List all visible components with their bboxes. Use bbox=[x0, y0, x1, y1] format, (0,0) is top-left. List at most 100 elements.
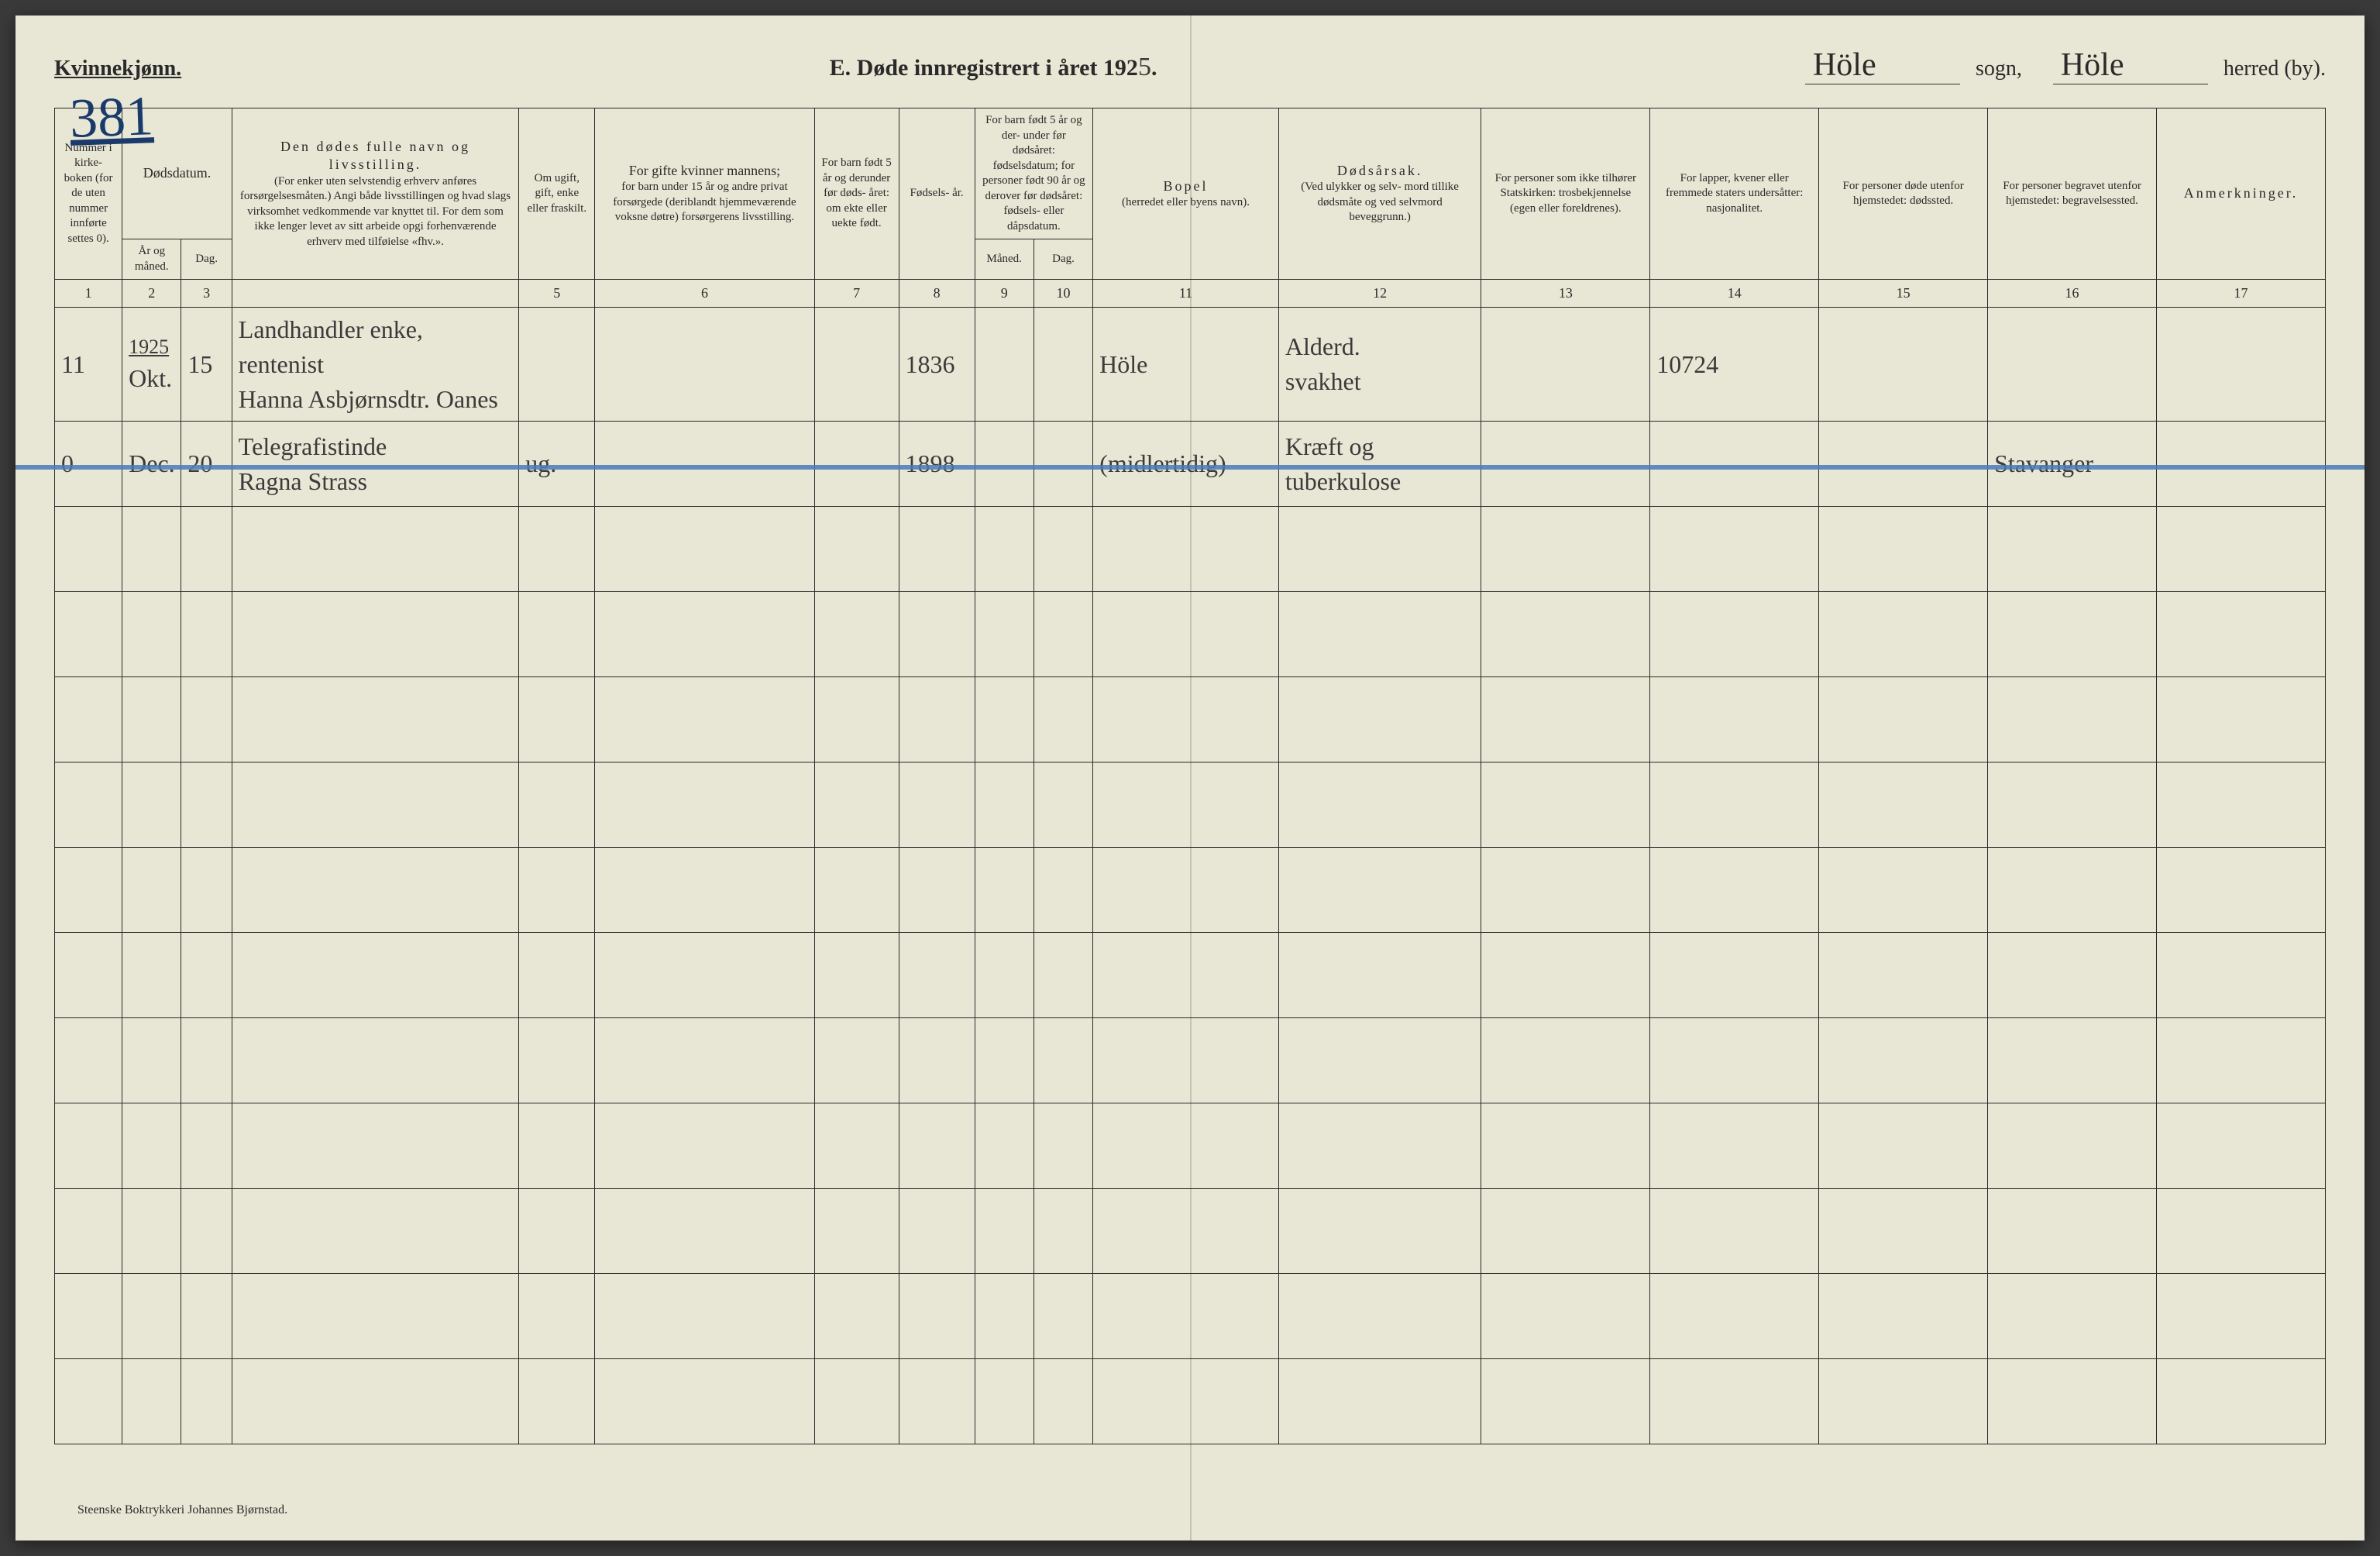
column-number: 15 bbox=[1819, 280, 1988, 308]
empty-cell bbox=[1650, 1274, 1819, 1359]
col-11-header: Bopel (herredet eller byens navn). bbox=[1093, 108, 1279, 280]
empty-cell bbox=[814, 1018, 899, 1103]
cell: 11 bbox=[55, 308, 122, 422]
empty-cell bbox=[55, 1103, 122, 1189]
empty-cell bbox=[1819, 1274, 1988, 1359]
empty-cell bbox=[232, 1189, 518, 1274]
empty-cell bbox=[1650, 507, 1819, 592]
empty-cell bbox=[1819, 1103, 1988, 1189]
empty-cell bbox=[814, 848, 899, 933]
empty-cell bbox=[595, 933, 814, 1018]
empty-cell bbox=[595, 1103, 814, 1189]
empty-cell bbox=[899, 763, 975, 848]
empty-cell bbox=[122, 592, 181, 677]
empty-cell bbox=[1988, 507, 2157, 592]
empty-cell bbox=[55, 763, 122, 848]
empty-cell bbox=[519, 848, 595, 933]
empty-cell bbox=[595, 507, 814, 592]
printer-footer: Steenske Boktrykkeri Johannes Bjørnstad. bbox=[77, 1503, 287, 1517]
column-number-row: 123567891011121314151617 bbox=[55, 280, 2326, 308]
empty-cell bbox=[1034, 677, 1092, 763]
empty-cell bbox=[1988, 1103, 2157, 1189]
col-8-header: Fødsels- år. bbox=[899, 108, 975, 280]
empty-cell bbox=[1278, 763, 1481, 848]
empty-cell bbox=[519, 1189, 595, 1274]
empty-cell bbox=[1481, 1359, 1650, 1444]
empty-cell bbox=[1093, 763, 1279, 848]
col-15-header: For personer døde utenfor hjemstedet: dø… bbox=[1819, 108, 1988, 280]
empty-cell bbox=[1988, 1359, 2157, 1444]
cell bbox=[595, 308, 814, 422]
empty-cell bbox=[1034, 848, 1092, 933]
cell bbox=[1481, 422, 1650, 507]
cell: Alderd.svakhet bbox=[1278, 308, 1481, 422]
herred-handwritten: Höle bbox=[2053, 46, 2208, 84]
empty-cell bbox=[1650, 592, 1819, 677]
empty-cell bbox=[899, 677, 975, 763]
empty-cell bbox=[1278, 507, 1481, 592]
empty-cell bbox=[899, 1274, 975, 1359]
empty-cell bbox=[975, 933, 1034, 1018]
column-number: 8 bbox=[899, 280, 975, 308]
empty-cell bbox=[1988, 592, 2157, 677]
empty-cell bbox=[232, 677, 518, 763]
empty-cell bbox=[899, 848, 975, 933]
empty-cell bbox=[519, 507, 595, 592]
col-17-header: Anmerkninger. bbox=[2156, 108, 2325, 280]
empty-row bbox=[55, 1018, 2326, 1103]
header-center: E. Døde innregistrert i året 1925. bbox=[212, 53, 1774, 82]
empty-cell bbox=[1650, 1189, 1819, 1274]
cell bbox=[1034, 308, 1092, 422]
empty-cell bbox=[122, 933, 181, 1018]
empty-cell bbox=[2156, 1189, 2325, 1274]
empty-cell bbox=[1034, 1189, 1092, 1274]
empty-cell bbox=[55, 592, 122, 677]
empty-cell bbox=[55, 848, 122, 933]
cell: 1836 bbox=[899, 308, 975, 422]
empty-cell bbox=[181, 1189, 232, 1274]
empty-cell bbox=[975, 1274, 1034, 1359]
empty-cell bbox=[181, 592, 232, 677]
cell: Stavanger bbox=[1988, 422, 2157, 507]
empty-cell bbox=[595, 763, 814, 848]
empty-cell bbox=[975, 507, 1034, 592]
cell: 0 bbox=[55, 422, 122, 507]
empty-row bbox=[55, 1103, 2326, 1189]
empty-cell bbox=[122, 763, 181, 848]
herred-label: herred (by). bbox=[2224, 57, 2326, 81]
empty-cell bbox=[232, 507, 518, 592]
empty-cell bbox=[1819, 1189, 1988, 1274]
cell bbox=[1034, 422, 1092, 507]
empty-cell bbox=[1093, 507, 1279, 592]
empty-cell bbox=[232, 933, 518, 1018]
empty-cell bbox=[1819, 763, 1988, 848]
table-row: 0Dec.20TelegrafistindeRagna Strassug.189… bbox=[55, 422, 2326, 507]
cell bbox=[2156, 308, 2325, 422]
col-4-header: Den dødes fulle navn og livsstilling. (F… bbox=[232, 108, 518, 280]
sogn-group: Höle sogn, bbox=[1805, 46, 2022, 84]
page-number: 381 bbox=[69, 84, 155, 151]
col-9-header: Måned. bbox=[975, 239, 1034, 280]
empty-cell bbox=[1819, 1018, 1988, 1103]
empty-cell bbox=[55, 507, 122, 592]
column-number: 14 bbox=[1650, 280, 1819, 308]
empty-cell bbox=[122, 1018, 181, 1103]
empty-cell bbox=[1278, 1189, 1481, 1274]
col-13-header: For personer som ikke tilhører Statskirk… bbox=[1481, 108, 1650, 280]
empty-cell bbox=[1093, 1189, 1279, 1274]
empty-cell bbox=[1481, 1189, 1650, 1274]
empty-cell bbox=[1034, 507, 1092, 592]
empty-cell bbox=[2156, 677, 2325, 763]
empty-cell bbox=[814, 1274, 899, 1359]
empty-cell bbox=[232, 763, 518, 848]
empty-cell bbox=[1278, 1274, 1481, 1359]
empty-cell bbox=[181, 933, 232, 1018]
empty-cell bbox=[181, 848, 232, 933]
empty-cell bbox=[814, 677, 899, 763]
empty-cell bbox=[519, 763, 595, 848]
empty-cell bbox=[975, 763, 1034, 848]
empty-cell bbox=[1481, 1018, 1650, 1103]
empty-cell bbox=[519, 677, 595, 763]
empty-cell bbox=[2156, 1359, 2325, 1444]
cell: ug. bbox=[519, 422, 595, 507]
